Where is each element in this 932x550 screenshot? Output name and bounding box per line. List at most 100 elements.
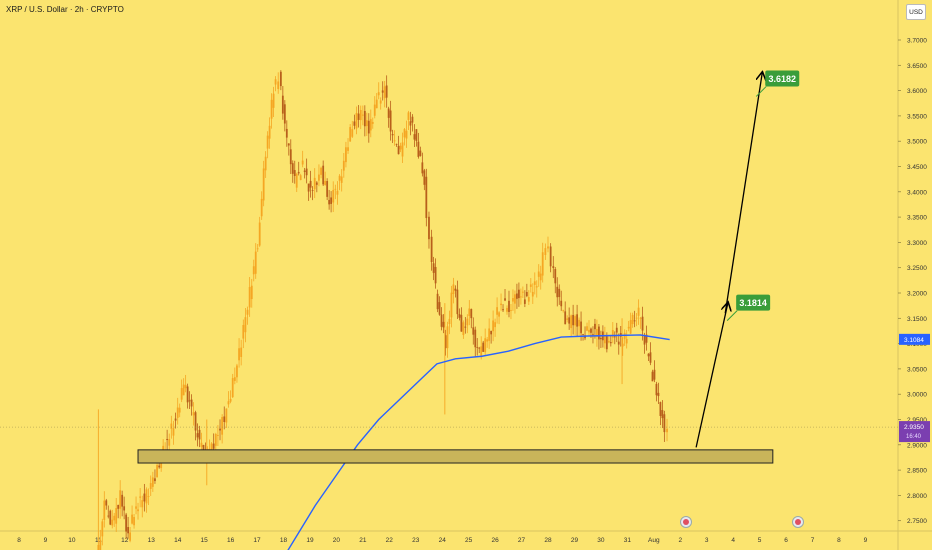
candle-body [260, 198, 263, 217]
candle-body [448, 318, 451, 325]
candle-body [180, 388, 183, 400]
support-zone [137, 449, 774, 464]
candle-body [387, 108, 390, 118]
y-tick-label: 2.8500 [907, 468, 927, 475]
candle-body [103, 500, 106, 520]
candle-body [525, 291, 528, 297]
candle-body [600, 337, 602, 340]
moving-average-line [287, 334, 670, 550]
candle-body [379, 100, 382, 104]
candle-body [613, 336, 616, 338]
candle-body [125, 514, 128, 532]
candle-body [119, 490, 122, 509]
candle-body [615, 327, 618, 333]
candle-body [297, 171, 300, 174]
x-tick-label: 8 [17, 537, 21, 544]
x-tick-label: 22 [386, 537, 394, 544]
candle-body [472, 327, 475, 335]
candle-body [332, 189, 335, 203]
candle-body [486, 339, 489, 342]
candle-body [289, 149, 292, 165]
candle-body [633, 320, 636, 322]
candle-body [512, 298, 514, 302]
currency-button[interactable]: USD [906, 4, 926, 20]
target-label-box [736, 294, 771, 311]
x-tick-label: 6 [784, 537, 788, 544]
candle-body [198, 429, 201, 440]
candle-body [351, 129, 354, 137]
candle-body [474, 329, 477, 348]
candle-body [430, 236, 433, 263]
candle-body [428, 216, 430, 240]
candle-body [176, 407, 179, 418]
x-tick-label: 16 [227, 537, 235, 544]
candle-body [194, 412, 197, 431]
candle-body [666, 428, 668, 433]
candle-body [399, 145, 402, 150]
candle-body [99, 539, 102, 550]
candle-body [186, 386, 189, 403]
candle-body [391, 134, 394, 136]
x-tick-label: 21 [359, 537, 367, 544]
candle-body [270, 99, 273, 119]
candle-body [484, 338, 487, 353]
candle-body [229, 398, 232, 402]
candle-body [403, 129, 406, 138]
candle-body [127, 527, 130, 534]
candle-body [367, 120, 370, 134]
candle-body [527, 297, 530, 302]
x-tick-label: 17 [253, 537, 261, 544]
candle-body [166, 438, 169, 441]
candle-body [246, 309, 249, 315]
candle-body [340, 176, 343, 183]
candle-body [629, 320, 632, 334]
candle-body [442, 321, 445, 328]
candle-body [425, 176, 428, 219]
candle-body [625, 338, 628, 344]
candle-body [657, 392, 660, 397]
candle-body [293, 170, 296, 176]
candle-body [285, 128, 288, 138]
candle-body [635, 317, 638, 319]
candle-body [432, 263, 435, 273]
candle-body [649, 352, 652, 363]
candle-body [109, 510, 112, 525]
candle-body [338, 175, 341, 181]
candle-body [653, 369, 656, 380]
candle-body [578, 319, 580, 327]
candle-body [156, 465, 158, 478]
candle-body [313, 177, 316, 190]
symbol-title: XRP / U.S. Dollar · 2h · CRYPTO [6, 5, 124, 14]
candle-body [219, 428, 221, 431]
candle-body [533, 281, 536, 285]
candle-body [178, 407, 181, 413]
candle-body [262, 168, 265, 201]
candle-body [586, 326, 588, 331]
y-tick-label: 3.6500 [907, 63, 927, 70]
event-flag-icon[interactable] [680, 516, 692, 528]
x-tick-label: 4 [731, 537, 735, 544]
candle-body [514, 294, 516, 304]
candle-body [168, 439, 171, 446]
candle-body [598, 326, 600, 340]
candle-body [256, 248, 259, 250]
candle-body [334, 188, 337, 190]
candle-body [330, 197, 333, 204]
candle-body [454, 288, 457, 291]
candle-body [407, 112, 410, 120]
y-tick-label: 2.9500 [907, 417, 927, 424]
event-flag-icon[interactable] [792, 516, 804, 528]
candle-body [438, 302, 441, 315]
candle-body [309, 180, 312, 188]
ma-price-label-box [899, 333, 930, 345]
x-tick-label: 3 [705, 537, 709, 544]
candle-body [576, 314, 578, 327]
candle-body [214, 434, 217, 446]
candle-body [568, 317, 571, 324]
candle-body [361, 114, 364, 116]
candle-body [645, 334, 648, 343]
candle-body [101, 521, 104, 537]
candle-body [466, 318, 469, 326]
